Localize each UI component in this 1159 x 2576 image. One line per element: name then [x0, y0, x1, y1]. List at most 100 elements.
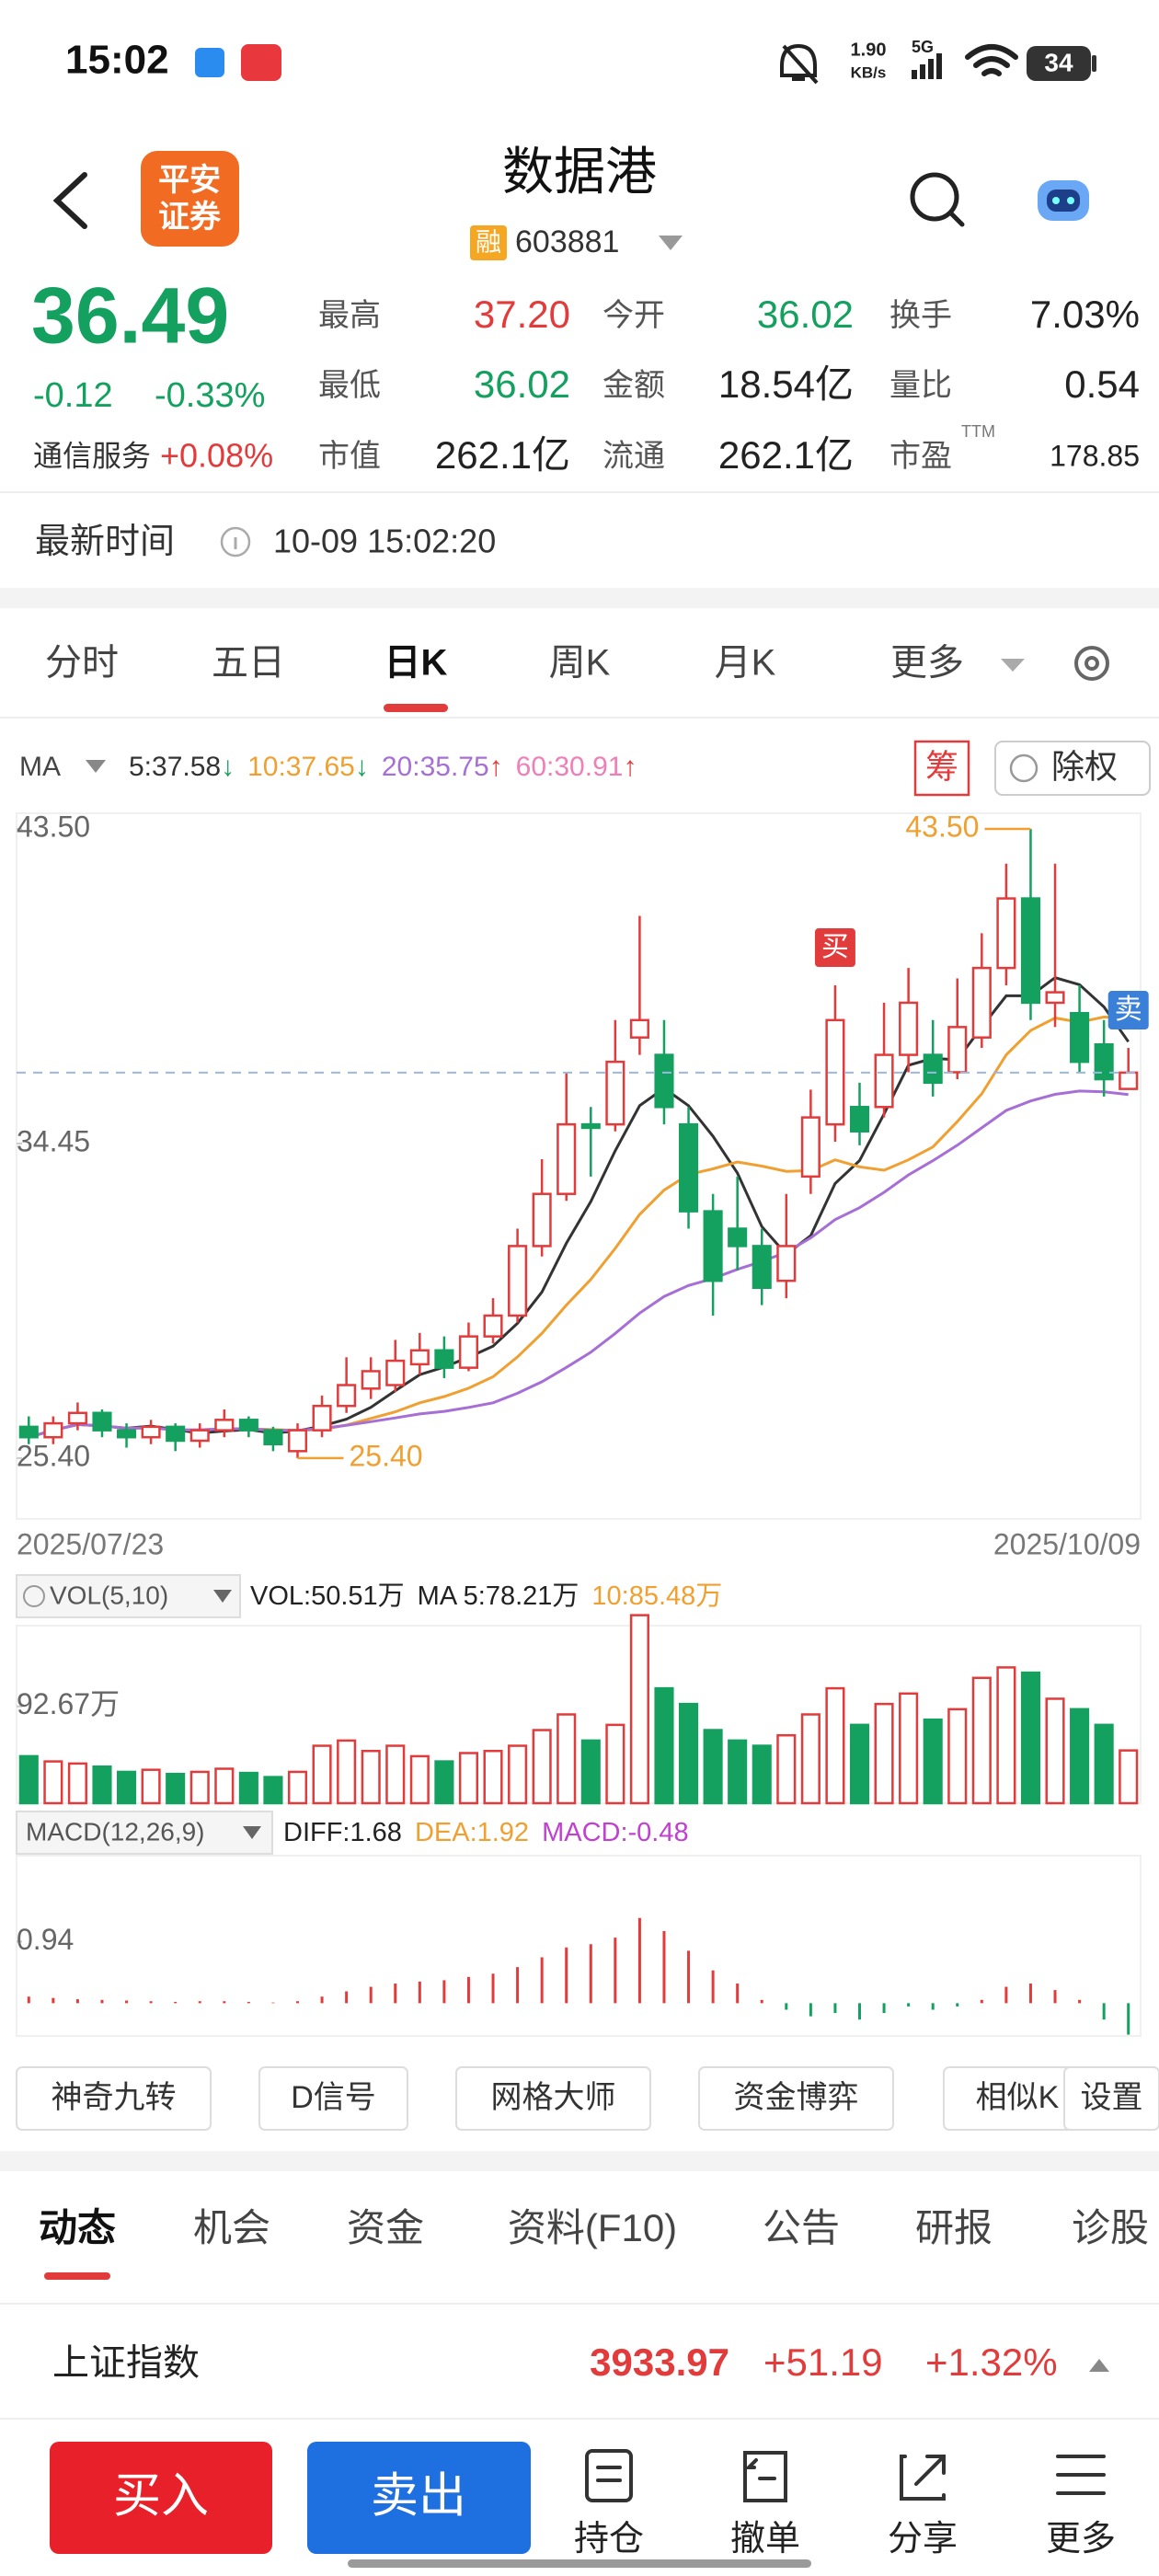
assistant-button[interactable]: [1052, 197, 1060, 204]
chart-frame: [16, 812, 1142, 1520]
broker-logo-text: 证券: [158, 200, 222, 235]
code-dropdown[interactable]: [659, 236, 683, 250]
adjust-button[interactable]: [994, 741, 1151, 796]
volume-bar: [532, 1729, 552, 1805]
legend-item: DIFF:1.68: [283, 1818, 402, 1847]
action-label[interactable]: 分享: [888, 2520, 958, 2559]
volume-bar: [434, 1760, 454, 1805]
action-label[interactable]: 持仓: [574, 2520, 644, 2559]
action-label[interactable]: 更多: [1046, 2520, 1116, 2559]
volume-bar: [1094, 1723, 1114, 1805]
price-change-pct: -0.33%: [155, 376, 265, 415]
info-tab[interactable]: 动态: [39, 2206, 116, 2249]
chip-label[interactable]: 筹: [925, 748, 958, 786]
volume-bar: [923, 1718, 943, 1805]
index-expand[interactable]: [1089, 2359, 1109, 2372]
period-tab[interactable]: 日K: [384, 643, 448, 684]
field-label: 金额: [602, 368, 665, 403]
info-icon[interactable]: [1009, 753, 1039, 783]
volume-bar: [800, 1713, 820, 1805]
sell-label[interactable]: 卖出: [371, 2470, 466, 2524]
battery-icon: [1027, 46, 1091, 81]
candle-body: [923, 1053, 943, 1085]
info-icon[interactable]: [23, 1585, 45, 1607]
volume-bar: [1045, 1697, 1065, 1805]
more-dropdown[interactable]: [1001, 659, 1025, 672]
info-tab[interactable]: 诊股: [1072, 2206, 1149, 2249]
legend-item: 10:37.65: [247, 752, 355, 782]
info-tab[interactable]: 资金: [347, 2206, 424, 2249]
update-label: 最新时间: [35, 523, 175, 561]
ma-dropdown[interactable]: [86, 760, 106, 773]
volume-bar: [605, 1723, 625, 1805]
info-icon[interactable]: [220, 526, 251, 558]
adjust-label[interactable]: 除权: [1051, 748, 1118, 786]
vol-dropdown[interactable]: [213, 1590, 232, 1603]
buy-button[interactable]: [50, 2442, 272, 2554]
back-button[interactable]: [52, 172, 87, 229]
volume-bar: [1119, 1749, 1139, 1805]
period-tab[interactable]: 更多: [890, 643, 964, 684]
search-button[interactable]: [947, 210, 965, 227]
settings-button[interactable]: [1084, 656, 1099, 671]
tool-label[interactable]: 相似K: [976, 2080, 1060, 2115]
tool-button[interactable]: [1063, 2066, 1159, 2131]
tool-button[interactable]: [698, 2066, 894, 2131]
vol-indicator[interactable]: VOL(5,10): [50, 1581, 168, 1609]
tool-label[interactable]: 资金博弈: [734, 2080, 859, 2115]
broker-logo-text: 平安: [158, 163, 221, 198]
macd-indicator[interactable]: MACD(12,26,9): [26, 1817, 205, 1846]
volume-bar: [874, 1702, 894, 1805]
field-value: 36.02: [474, 362, 570, 406]
settings-button[interactable]: [1074, 646, 1109, 681]
info-tab[interactable]: 资料(F10): [508, 2206, 677, 2249]
tool-button[interactable]: [16, 2066, 212, 2131]
candle-body: [263, 1429, 283, 1446]
volume-bar: [141, 1768, 161, 1805]
period-tab[interactable]: 分时: [45, 643, 119, 684]
tool-button[interactable]: [455, 2066, 651, 2131]
field-label: 换手: [889, 298, 952, 333]
candle-body: [947, 1026, 968, 1074]
candle-body: [287, 1429, 308, 1453]
tool-label[interactable]: 网格大师: [491, 2080, 616, 2115]
assistant-button[interactable]: [1047, 190, 1080, 212]
tool-label[interactable]: 神奇九转: [52, 2080, 177, 2115]
volume-bar: [92, 1765, 112, 1805]
section-gap: [0, 588, 1159, 608]
network-type: 5G: [912, 38, 934, 56]
extreme-label: 43.50: [905, 810, 979, 843]
active-tab-indicator: [384, 704, 448, 712]
candle-body: [1045, 991, 1065, 1005]
period-tab[interactable]: 周K: [549, 643, 611, 684]
tool-label[interactable]: 设置: [1081, 2080, 1143, 2115]
info-tab[interactable]: 研报: [915, 2206, 993, 2249]
margin-tag-text: 融: [476, 227, 501, 256]
field-label: 今开: [602, 298, 665, 333]
active-tab-indicator: [44, 2272, 110, 2280]
candle-body: [409, 1349, 430, 1366]
info-tab[interactable]: 机会: [193, 2206, 270, 2249]
candle-body: [483, 1314, 503, 1338]
candle-body: [434, 1349, 454, 1369]
sell-button[interactable]: [307, 2442, 531, 2554]
tool-button[interactable]: [258, 2066, 408, 2131]
info-tab[interactable]: 公告: [763, 2206, 840, 2249]
action-label[interactable]: 撤单: [730, 2520, 800, 2559]
period-tab[interactable]: 五日: [212, 643, 285, 684]
macd-selector[interactable]: [16, 1811, 273, 1855]
buy-label[interactable]: 买入: [113, 2470, 209, 2524]
field-value: 7.03%: [1030, 293, 1140, 336]
action-icons: [585, 2449, 1106, 2502]
index-change-pct: +1.32%: [925, 2340, 1058, 2384]
search-button[interactable]: [910, 172, 959, 222]
volume-bar: [1070, 1708, 1090, 1805]
macd-dropdown[interactable]: [243, 1826, 261, 1839]
volume-bar: [483, 1749, 503, 1805]
vol-selector[interactable]: [16, 1574, 241, 1618]
chip-button[interactable]: [913, 740, 970, 797]
tool-label[interactable]: D信号: [291, 2080, 376, 2115]
assistant-button[interactable]: [1067, 197, 1074, 204]
volume-bar: [361, 1749, 381, 1805]
period-tab[interactable]: 月K: [715, 643, 776, 684]
